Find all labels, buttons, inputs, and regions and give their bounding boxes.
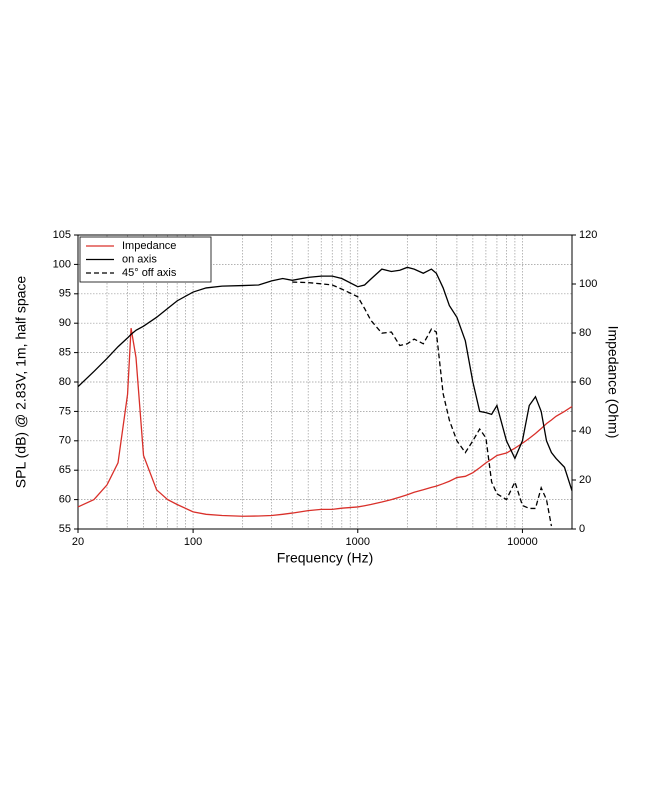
x-tick-label: 10000 bbox=[507, 536, 538, 548]
y2-axis-title: Impedance (Ohm) bbox=[605, 326, 621, 439]
plot-frame bbox=[77, 234, 573, 530]
y-tick-label: 105 bbox=[53, 229, 71, 241]
y-tick-label: 75 bbox=[59, 405, 71, 417]
y2-tick-label: 100 bbox=[579, 278, 597, 290]
series-line bbox=[77, 327, 573, 517]
x-axis-title: Frequency (Hz) bbox=[277, 550, 373, 566]
y-tick-label: 70 bbox=[59, 435, 71, 447]
y2-tick-label: 120 bbox=[579, 229, 597, 241]
y2-tick-label: 80 bbox=[579, 327, 591, 339]
y-axis-title: SPL (dB) @ 2.83V, 1m, half space bbox=[13, 276, 29, 489]
y-tick-label: 80 bbox=[59, 376, 71, 388]
y-tick-label: 65 bbox=[59, 464, 71, 476]
legend-label: Impedance bbox=[122, 240, 176, 252]
y-tick-label: 85 bbox=[59, 347, 71, 359]
y2-tick-label: 40 bbox=[579, 425, 591, 437]
series-line bbox=[77, 266, 573, 491]
y-tick-label: 95 bbox=[59, 288, 71, 300]
legend-label: 45° off axis bbox=[122, 267, 177, 279]
x-tick-label: 20 bbox=[72, 536, 84, 548]
y-tick-label: 90 bbox=[59, 317, 71, 329]
y-tick-label: 60 bbox=[59, 494, 71, 506]
y-tick-label: 100 bbox=[53, 258, 71, 270]
legend-label: on axis bbox=[122, 253, 157, 265]
x-tick-label: 100 bbox=[184, 536, 202, 548]
y-tick-label: 55 bbox=[59, 523, 71, 535]
x-tick-label: 1000 bbox=[346, 536, 370, 548]
y2-tick-label: 20 bbox=[579, 474, 591, 486]
y2-tick-label: 60 bbox=[579, 376, 591, 388]
y2-tick-label: 0 bbox=[579, 523, 585, 535]
series-line bbox=[292, 281, 553, 527]
